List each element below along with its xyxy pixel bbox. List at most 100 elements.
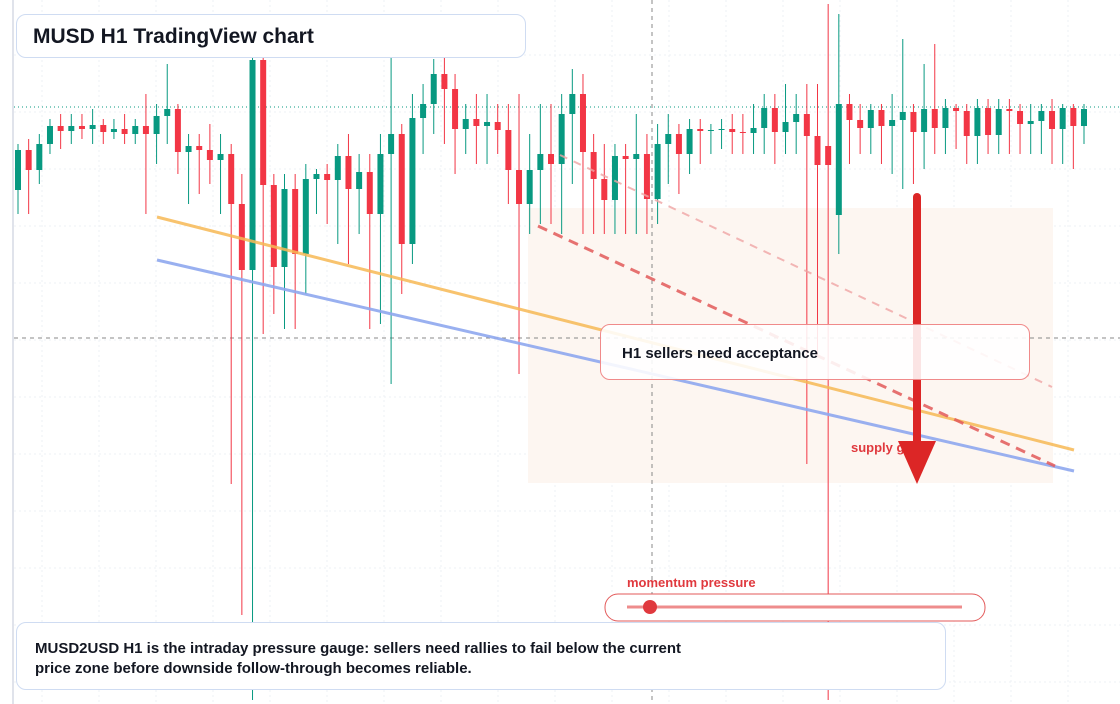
candle-body (558, 114, 565, 164)
candle-body (441, 74, 448, 89)
candle-body (185, 146, 192, 152)
supply-label: supply gate (851, 440, 924, 455)
candle-body (931, 109, 938, 128)
candle-body (78, 126, 85, 129)
callout: H1 sellers need acceptance (600, 324, 1030, 380)
candle-body (622, 156, 629, 159)
candle-body (398, 134, 405, 244)
candle-body (132, 126, 139, 134)
candle-body (228, 154, 235, 204)
candle-body (121, 129, 128, 134)
candle-body (878, 110, 885, 126)
candle-body (569, 94, 576, 114)
candle-body (1070, 108, 1077, 126)
candle-body (516, 170, 523, 204)
candle-body (110, 129, 117, 132)
candle-body (313, 174, 320, 179)
candle-body (430, 74, 437, 104)
candle-body (494, 122, 501, 130)
candle-body (302, 179, 309, 254)
candle-body (462, 119, 469, 129)
candle-body (910, 112, 917, 132)
candle-body (377, 154, 384, 214)
candle-body (142, 126, 149, 134)
candle-body (548, 154, 554, 164)
candle-body (761, 108, 768, 128)
candle-body (867, 110, 874, 128)
candle-body (707, 130, 714, 131)
candle-body (1081, 109, 1087, 126)
candle-body (729, 129, 736, 132)
gauge-knob (643, 600, 657, 614)
title-box: MUSD H1 TradingView chart (16, 14, 526, 58)
candle-body (484, 122, 491, 126)
callout-text: H1 sellers need acceptance (622, 345, 818, 362)
candle-body (963, 111, 970, 136)
candle-body (835, 104, 842, 215)
candle-body (1049, 111, 1056, 129)
candle-body (206, 150, 213, 160)
candle-body (324, 174, 331, 180)
candle-body (366, 172, 373, 214)
candle-body (196, 146, 203, 150)
candle-body (281, 189, 288, 267)
candle-body (771, 108, 778, 132)
candle-body (25, 150, 32, 170)
caption-box: MUSD2USD H1 is the intraday pressure gau… (16, 622, 946, 690)
title: MUSD H1 TradingView chart (33, 25, 314, 48)
candle-body (590, 152, 597, 179)
candle-body (1006, 109, 1013, 111)
candle-body (1059, 108, 1066, 129)
candle-body (356, 172, 363, 189)
candle-body (345, 156, 352, 189)
candle-body (292, 189, 299, 254)
caption: MUSD2USD H1 is the intraday pressure gau… (35, 640, 682, 677)
candle-body (505, 130, 512, 170)
candle-body (782, 122, 789, 132)
candle-body (388, 134, 395, 154)
candle-body (249, 60, 256, 270)
candle-body (526, 170, 533, 204)
candle-body (1017, 111, 1024, 124)
candle-body (665, 134, 672, 144)
candle-body (57, 126, 64, 131)
dashed-line (537, 224, 1056, 468)
candle-body (942, 108, 949, 128)
candle-body (334, 156, 341, 180)
candle-body (1027, 121, 1034, 124)
candle-body (675, 134, 682, 154)
candle-body (985, 108, 992, 135)
candle-body (601, 179, 608, 200)
candle-body (579, 94, 586, 152)
candle-body (153, 116, 160, 134)
candle-body (174, 109, 181, 152)
candle-body (921, 109, 928, 132)
candle-body (697, 129, 704, 131)
candle-body (750, 128, 757, 133)
candle-body (452, 89, 459, 129)
candle-body (633, 154, 640, 159)
candle-body (270, 185, 277, 267)
candle-body (409, 118, 416, 244)
candle-body (953, 108, 960, 111)
pane-border (12, 0, 14, 704)
candle-body (814, 136, 821, 165)
candle-body (825, 146, 832, 165)
candle-body (238, 204, 245, 270)
candle-body (846, 104, 853, 120)
candle-body (857, 120, 864, 128)
candle-body (217, 154, 224, 160)
candle-body (686, 129, 693, 154)
candle-body (974, 108, 981, 136)
candle-body (643, 154, 650, 199)
candle-body (36, 144, 43, 170)
candle-body (473, 119, 480, 126)
candle-body (420, 104, 427, 118)
candle-body (995, 109, 1002, 135)
candle-body (68, 126, 75, 131)
candle-body (260, 60, 267, 185)
candle-body (654, 144, 661, 199)
candle-body (15, 150, 21, 190)
candle-body (611, 156, 618, 200)
